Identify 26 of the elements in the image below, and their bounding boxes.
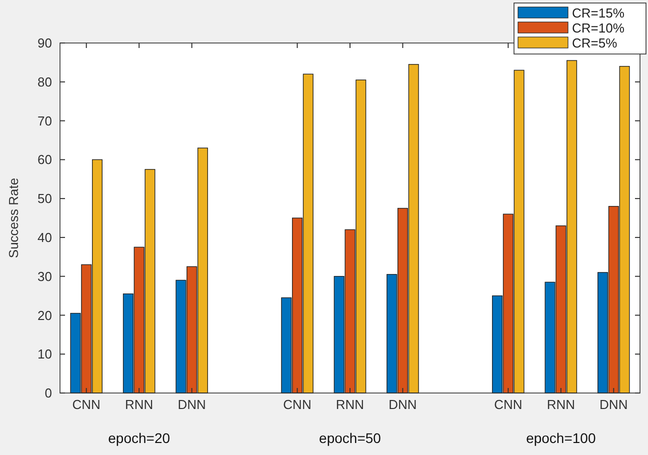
legend-label: CR=5% bbox=[572, 36, 618, 51]
y-tick-label: 70 bbox=[38, 113, 52, 128]
y-tick-label: 90 bbox=[38, 36, 52, 51]
legend-label: CR=10% bbox=[572, 20, 625, 36]
text: epoch=50 bbox=[319, 430, 382, 446]
y-tick-label: 50 bbox=[38, 191, 52, 206]
y-tick-label: 40 bbox=[38, 230, 52, 245]
text: epoch=20 bbox=[108, 430, 170, 446]
x-tick-label: RNN bbox=[125, 397, 154, 412]
x-tick-label: DNN bbox=[178, 397, 206, 412]
x-tick-label: DNN bbox=[600, 397, 628, 412]
y-tick-label: 0 bbox=[44, 386, 52, 401]
y-tick-label: 20 bbox=[38, 308, 52, 323]
x-tick-label: RNN bbox=[336, 397, 364, 412]
y-axis-title: Success Rate bbox=[6, 178, 21, 258]
legend-label: CR=15% bbox=[572, 6, 625, 21]
y-tick-label: 80 bbox=[38, 74, 52, 90]
y-tick-label: 30 bbox=[38, 268, 52, 284]
x-tick-label: CNN bbox=[283, 397, 312, 412]
x-tick-label: CNN bbox=[72, 397, 100, 412]
x-tick-label: DNN bbox=[388, 397, 417, 412]
x-tick-label: RNN bbox=[546, 397, 575, 412]
text: epoch=100 bbox=[526, 430, 596, 446]
y-tick-label: 10 bbox=[38, 346, 52, 362]
y-tick-label: 60 bbox=[38, 152, 52, 168]
x-tick-label: CNN bbox=[494, 397, 522, 412]
